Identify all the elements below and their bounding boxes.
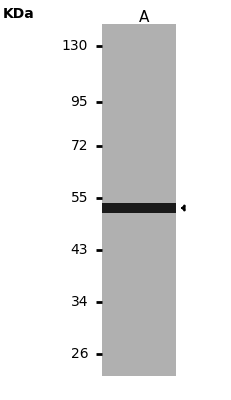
Bar bbox=[102, 203, 176, 213]
Text: 43: 43 bbox=[70, 243, 88, 257]
Bar bbox=[102, 24, 176, 376]
Text: A: A bbox=[138, 10, 148, 26]
Text: 130: 130 bbox=[61, 39, 88, 53]
Text: KDa: KDa bbox=[3, 7, 34, 21]
Text: 72: 72 bbox=[70, 139, 88, 153]
Text: 55: 55 bbox=[70, 191, 88, 205]
Text: 95: 95 bbox=[70, 95, 88, 109]
Text: 26: 26 bbox=[70, 347, 88, 361]
Text: 34: 34 bbox=[70, 295, 88, 309]
